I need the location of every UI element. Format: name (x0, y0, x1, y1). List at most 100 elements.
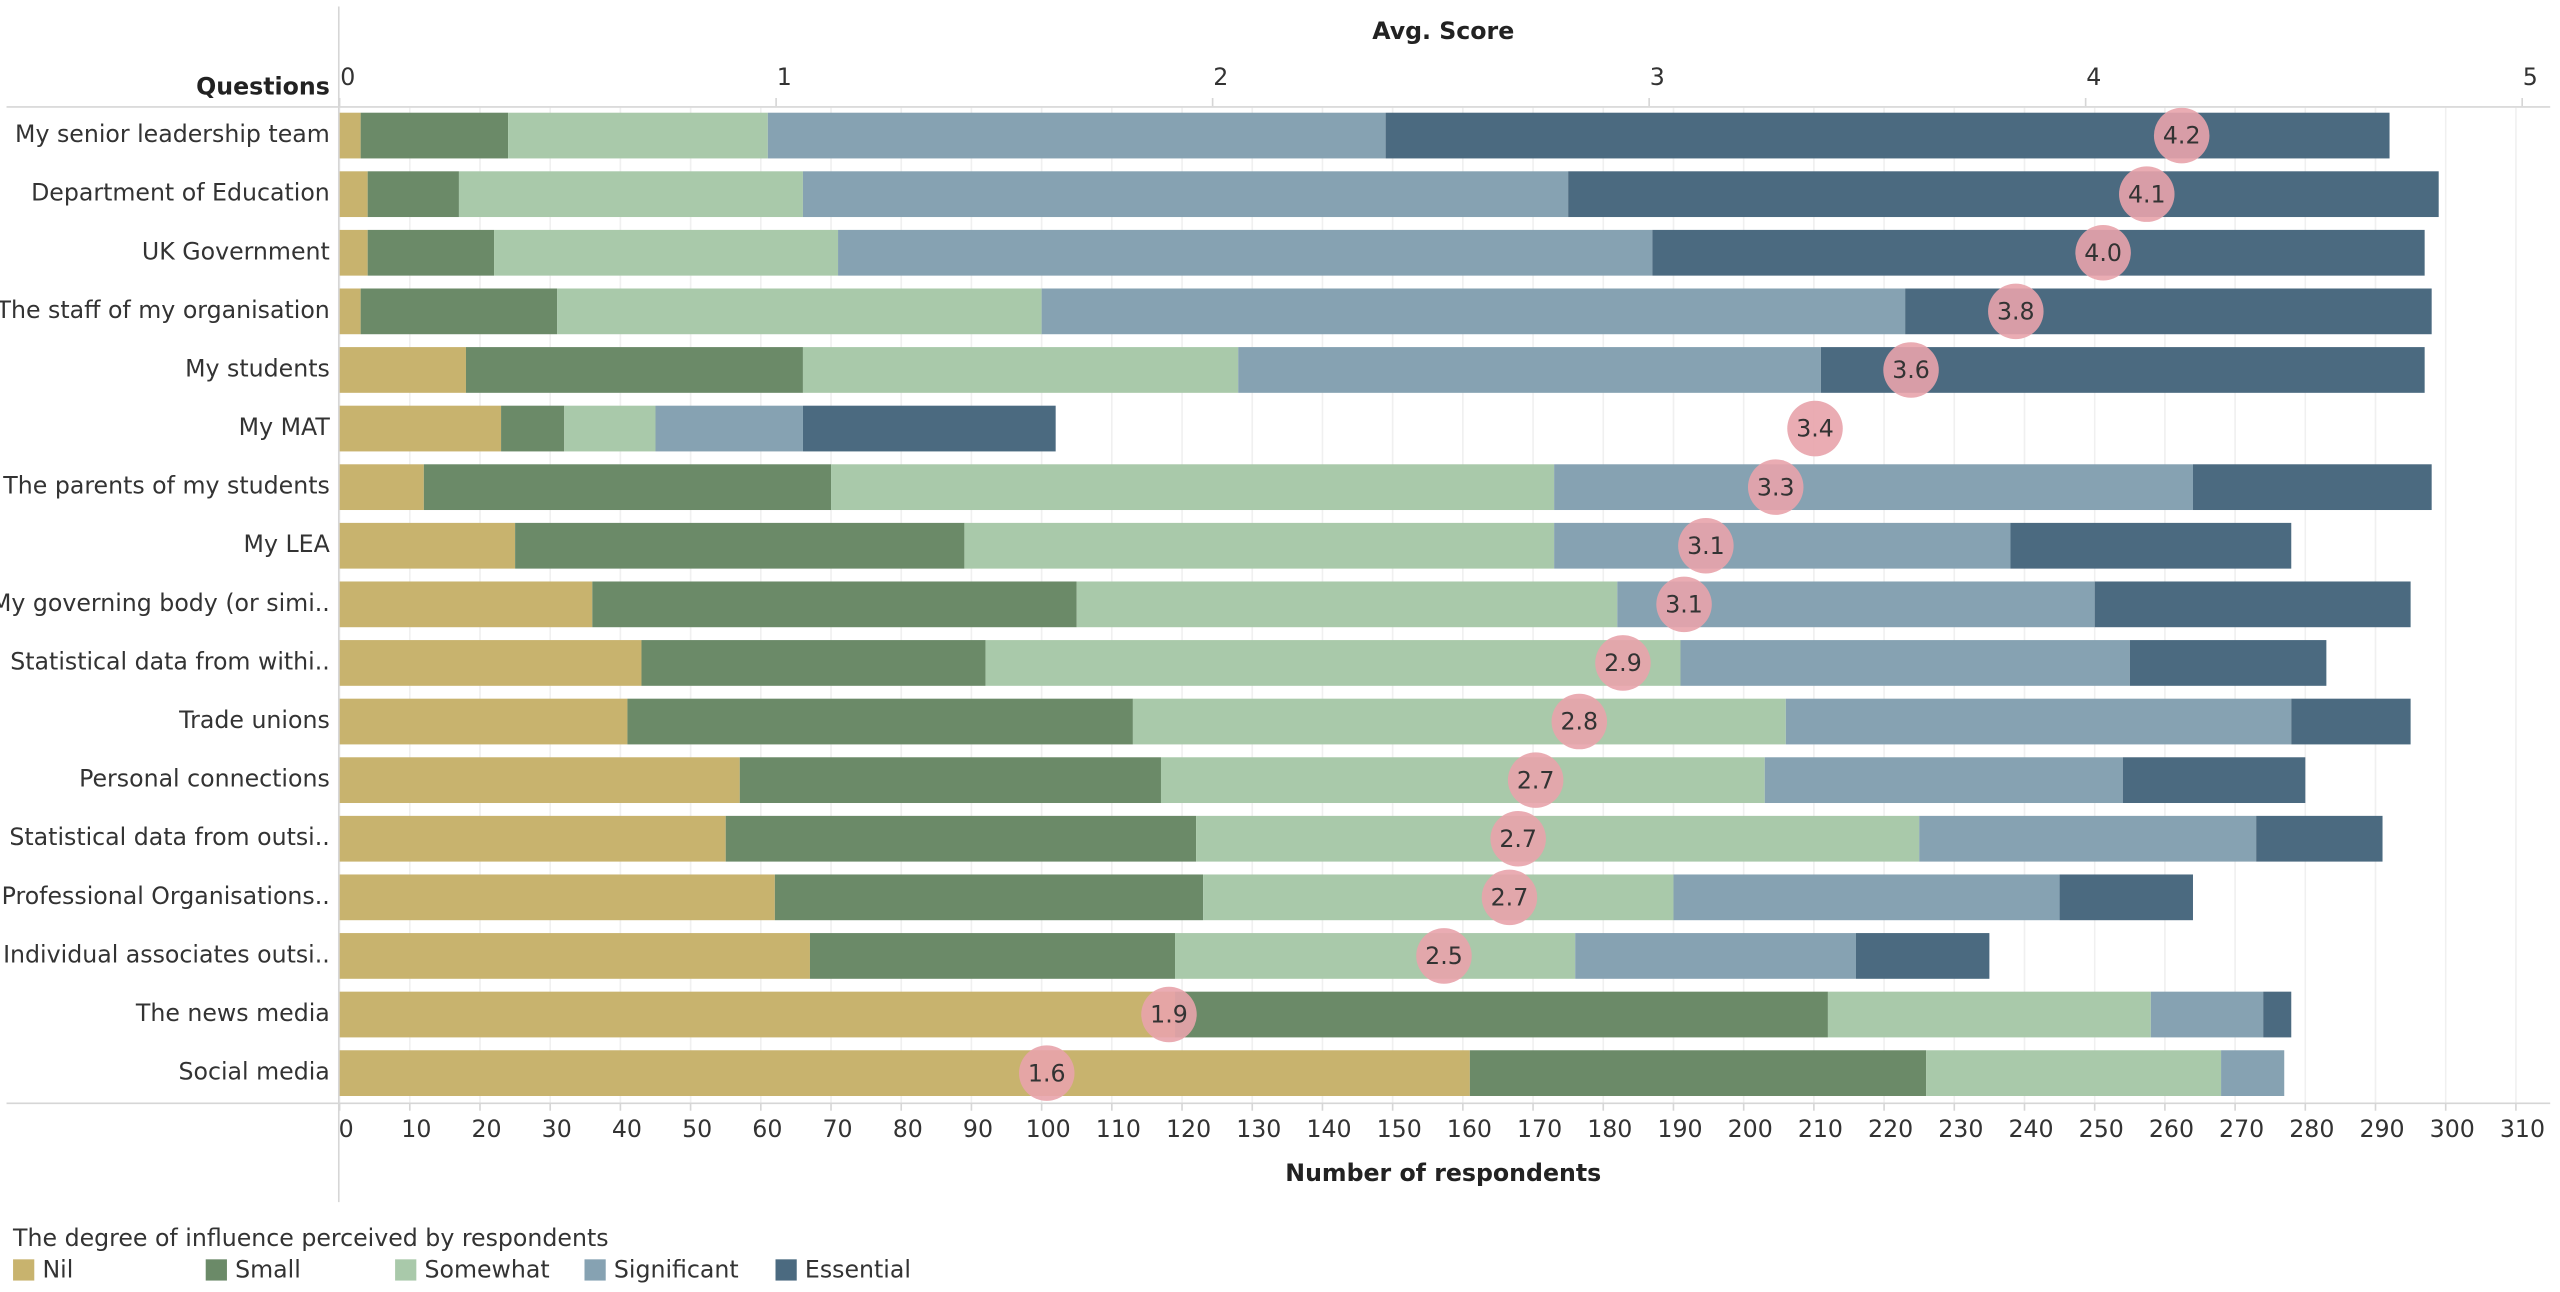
avg-score-label: 3.3 (1757, 473, 1795, 501)
x2-axis-title: Avg. Score (1372, 17, 1514, 45)
x-tick-label: 80 (893, 1115, 923, 1143)
avg-score-label: 4.0 (2084, 239, 2122, 267)
avg-score-marker (1551, 693, 1608, 750)
avg-score-marker (1481, 869, 1538, 926)
avg-score-marker (1595, 635, 1651, 691)
x-tick-label: 240 (2008, 1115, 2053, 1143)
bar-segment (831, 464, 1555, 511)
bar-segment (1076, 581, 1618, 628)
bar-segment (423, 464, 832, 511)
x-tick-label: 140 (1306, 1115, 1351, 1143)
category-label: Social media (178, 1058, 329, 1086)
avg-score-marker (1678, 517, 1734, 574)
bar-segment (2094, 581, 2411, 628)
x-axis-title: Number of respondents (1285, 1159, 1601, 1187)
category-label: My governing body (or simi.. (0, 589, 330, 617)
bar-segment (1469, 1050, 1927, 1096)
bar-segment (1203, 874, 1674, 921)
avg-score-label: 2.7 (1517, 766, 1555, 794)
bar-segment (1785, 698, 2292, 745)
bar-segment (641, 640, 986, 686)
category-label: Statistical data from outsi.. (9, 823, 329, 851)
category-label: My senior leadership team (15, 120, 330, 148)
bar-segment (774, 874, 1204, 921)
bar-segment (2291, 698, 2411, 745)
bar-segment (564, 405, 656, 452)
bar-segment (339, 405, 502, 452)
avg-score-label: 2.5 (1425, 942, 1463, 970)
bar-segment (627, 698, 1133, 745)
bar-segment (1385, 112, 2390, 159)
category-label: My MAT (239, 413, 331, 441)
category-label: Statistical data from withi.. (10, 647, 330, 675)
avg-score-marker (1141, 986, 1197, 1043)
category-label: Professional Organisations.. (2, 882, 330, 910)
avg-score-marker (2153, 107, 2210, 164)
avg-score-marker (2119, 166, 2175, 222)
bar-segment (339, 581, 593, 628)
bar-segment (1568, 171, 2439, 218)
bar-segment (515, 522, 965, 569)
bars: My senior leadership team Department of E… (0, 112, 2439, 1096)
bar-segment (339, 347, 466, 393)
bar-segment (2059, 874, 2193, 921)
bar-segment (809, 933, 1176, 979)
avg-score-label: 1.6 (1028, 1059, 1066, 1087)
bar-segment (802, 347, 1239, 393)
bar-segment (838, 229, 1653, 276)
avg-score-marker (1988, 283, 2044, 340)
x-tick-label: 20 (471, 1115, 501, 1143)
bar-segment (339, 933, 810, 979)
avg-score-marker (1507, 752, 1564, 808)
category-label: The staff of my organisation (0, 296, 330, 324)
avg-score-marker (1787, 400, 1843, 457)
bar-segment (367, 229, 495, 276)
bar-segment (339, 698, 628, 745)
x2-tick-label: 2 (1213, 63, 1228, 91)
bar-segment (360, 112, 509, 159)
legend-label: Somewhat (424, 1255, 549, 1283)
bar-segment (1905, 288, 2432, 335)
legend-swatch (205, 1259, 227, 1281)
avg-score-marker (1656, 576, 1712, 633)
bar-segment (2263, 991, 2292, 1038)
x-tick-label: 10 (401, 1115, 431, 1143)
bar-segment (592, 581, 1077, 628)
avg-score-marker (1416, 928, 1472, 984)
bar-segment (1160, 757, 1765, 804)
bar-segment (767, 112, 1386, 159)
bar-segment (367, 171, 459, 218)
avg-score-marker (1747, 459, 1804, 515)
x2-tick-label: 0 (340, 63, 355, 91)
avg-score-label: 2.9 (1604, 649, 1642, 677)
category-label: My students (185, 354, 330, 382)
avg-markers: 4.2 4.1 4.0 3.8 3.6 3.4 3.3 3.1 3.1 2.9 2.8 2.7 2.7 2… (1018, 107, 2210, 1101)
bar-segment (339, 874, 775, 921)
bar-segment (1919, 815, 2257, 862)
x2-tick-label: 1 (777, 63, 792, 91)
bar-segment (360, 288, 558, 335)
bar-segment (2122, 757, 2306, 804)
bar-segment (2129, 640, 2327, 686)
bar-segment (339, 288, 361, 335)
x-tick-label: 30 (542, 1115, 572, 1143)
bar-segment (339, 757, 740, 804)
x2-tick-label: 5 (2523, 63, 2538, 91)
legend-swatch (775, 1259, 797, 1281)
bar-segment (1673, 874, 2060, 921)
bar-segment (985, 640, 1681, 686)
x-tick-label: 50 (682, 1115, 712, 1143)
bar-segment (1764, 757, 2123, 804)
bar-segment (1196, 815, 1920, 862)
legend-swatch (13, 1259, 35, 1281)
x-tick-label: 210 (1798, 1115, 1843, 1143)
bar-segment (494, 229, 839, 276)
bar-segment (1132, 698, 1786, 745)
avg-score-label: 2.7 (1491, 883, 1529, 911)
legend-label: Small (235, 1255, 301, 1283)
bar-segment (339, 112, 361, 159)
x-tick-label: 70 (822, 1115, 852, 1143)
x-tick-label: 220 (1868, 1115, 1913, 1143)
x-tick-label: 200 (1728, 1115, 1773, 1143)
